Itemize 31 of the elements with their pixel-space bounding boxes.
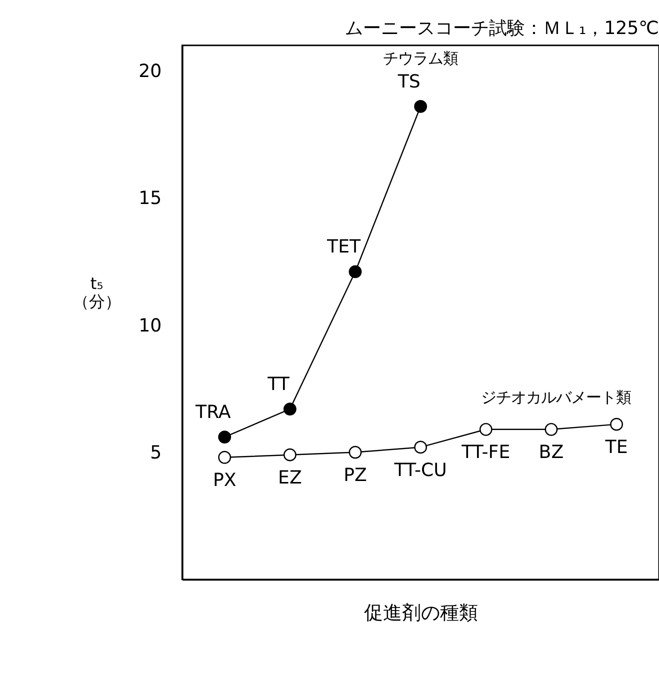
point [414,100,428,113]
series-label: ジチオカルバメート類 [480,388,631,406]
data-label: TET [326,236,362,258]
y-tick-label: 20 [138,61,162,82]
data-label: TE [604,436,628,458]
point [348,265,362,278]
data-label: TS [396,71,420,92]
text: チウラム類 [383,50,458,68]
point [414,440,428,454]
chart-title: ムーニースコーチ試験：ＭＬ₁，125℃ [344,18,659,39]
data-label: TT-FE [460,442,510,464]
point [479,422,492,436]
data-label: PZ [344,464,367,486]
data-label: EZ [278,467,302,488]
data-label: BZ [538,442,564,464]
x-axis-title: 促進剤の種類 [364,602,478,624]
y-tick-label: 15 [138,188,162,210]
data-label: PX [212,470,236,491]
point [544,422,558,436]
y-tick-label: 10 [138,315,162,336]
point [218,430,232,444]
point [218,450,232,464]
data-label: TT-CU [393,460,447,481]
data-label: TRA [194,402,232,423]
y-axis-title: t₅ （分） [72,274,121,312]
y-tick-label: 5 [150,442,162,464]
point [610,418,623,431]
point [283,448,296,462]
data-label: TT [266,374,290,395]
point [348,446,362,459]
point [283,402,296,416]
